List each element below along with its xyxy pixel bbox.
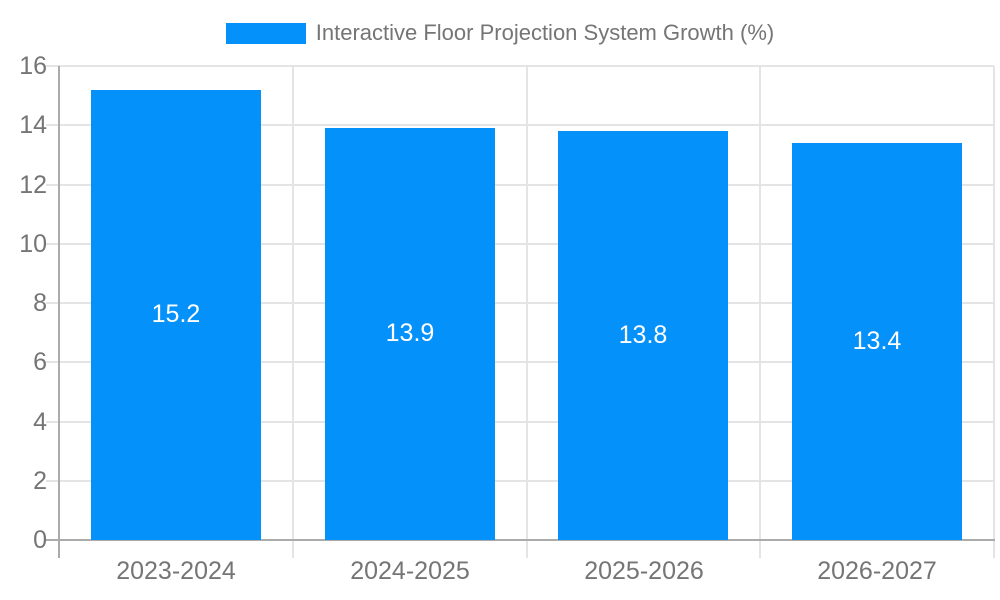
bar-value-label: 15.2 xyxy=(151,300,201,328)
y-tick-label: 6 xyxy=(33,348,47,376)
x-tick-mark xyxy=(993,540,995,558)
y-tick-label: 0 xyxy=(33,526,47,554)
bar[interactable] xyxy=(91,90,261,540)
bar-value-label: 13.4 xyxy=(852,327,902,355)
x-axis-line xyxy=(58,539,995,541)
y-tick-mark xyxy=(46,302,59,304)
y-tick-label: 12 xyxy=(19,171,47,199)
x-tick-label: 2026-2027 xyxy=(817,557,937,585)
bar-value-label: 13.9 xyxy=(385,319,435,347)
y-tick-mark xyxy=(46,539,59,541)
y-tick-label: 4 xyxy=(33,408,47,436)
bar[interactable] xyxy=(792,143,962,540)
x-gridline xyxy=(759,66,761,540)
y-tick-label: 10 xyxy=(19,230,47,258)
y-tick-mark xyxy=(46,124,59,126)
y-tick-mark xyxy=(46,65,59,67)
x-tick-mark xyxy=(759,540,761,558)
x-tick-label: 2024-2025 xyxy=(350,557,470,585)
legend[interactable]: Interactive Floor Projection System Grow… xyxy=(0,22,1000,44)
x-tick-label: 2025-2026 xyxy=(584,557,704,585)
y-tick-mark xyxy=(46,184,59,186)
x-tick-mark xyxy=(292,540,294,558)
x-gridline xyxy=(526,66,528,540)
y-tick-mark xyxy=(46,480,59,482)
y-tick-label: 16 xyxy=(19,52,47,80)
y-tick-mark xyxy=(46,361,59,363)
legend-label: Interactive Floor Projection System Grow… xyxy=(315,20,775,45)
x-tick-label: 2023-2024 xyxy=(116,557,236,585)
legend-swatch xyxy=(225,22,306,44)
y-axis-line xyxy=(58,66,60,558)
y-tick-label: 2 xyxy=(33,467,47,495)
y-tick-mark xyxy=(46,243,59,245)
bar-value-label: 13.8 xyxy=(618,321,668,349)
bar[interactable] xyxy=(325,128,495,540)
bar[interactable] xyxy=(558,131,728,540)
y-tick-mark xyxy=(46,421,59,423)
x-gridline xyxy=(993,66,995,540)
x-tick-mark xyxy=(526,540,528,558)
x-gridline xyxy=(292,66,294,540)
y-tick-label: 14 xyxy=(19,111,47,139)
y-tick-label: 8 xyxy=(33,289,47,317)
